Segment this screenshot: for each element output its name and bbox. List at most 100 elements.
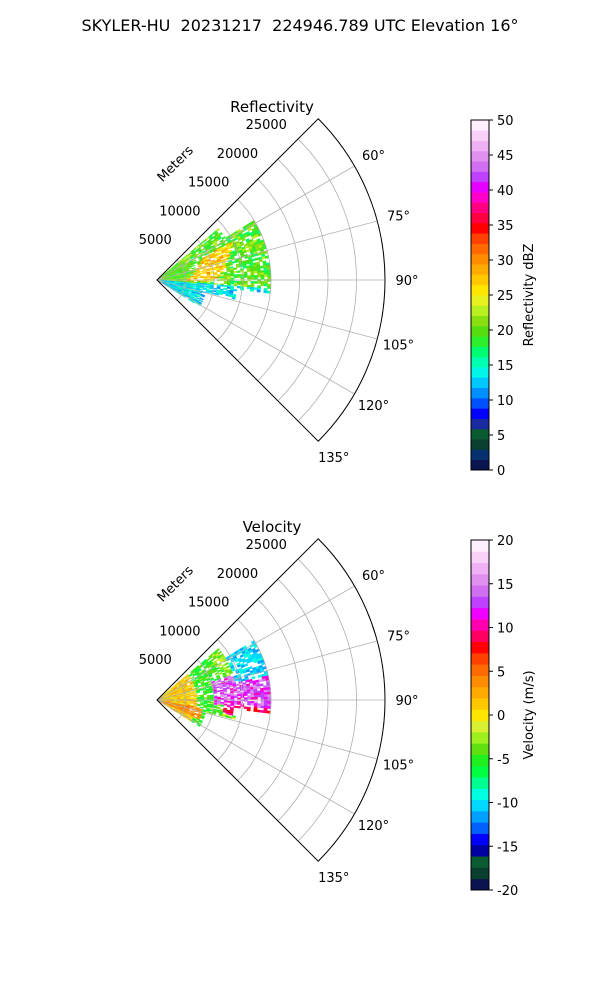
data-cell bbox=[209, 706, 214, 709]
data-cell bbox=[196, 723, 201, 727]
data-cell bbox=[237, 693, 241, 697]
range-tick-label: 15000 bbox=[188, 596, 229, 611]
data-cell bbox=[201, 713, 206, 716]
data-cell bbox=[209, 272, 214, 275]
data-cell bbox=[231, 716, 236, 720]
data-cell bbox=[198, 720, 203, 724]
data-cell bbox=[267, 696, 272, 700]
data-cell bbox=[267, 274, 272, 278]
colorbar-segment bbox=[471, 243, 489, 255]
colorbar-segment bbox=[471, 161, 489, 172]
data-cell bbox=[199, 288, 204, 291]
data-cell bbox=[253, 701, 258, 704]
range-tick-label: 15000 bbox=[188, 176, 229, 191]
data-cell bbox=[223, 284, 228, 288]
data-cell bbox=[193, 692, 197, 695]
data-cell bbox=[218, 231, 224, 236]
data-cell bbox=[199, 272, 204, 275]
colorbar-tick-label: -5 bbox=[497, 753, 510, 768]
data-cell bbox=[250, 277, 255, 280]
data-cell bbox=[258, 678, 263, 683]
data-cell bbox=[206, 286, 211, 289]
azimuth-spoke bbox=[156, 220, 378, 281]
data-cell bbox=[208, 711, 213, 715]
data-cell bbox=[220, 272, 225, 275]
colorbar-segment bbox=[471, 878, 489, 891]
colorbar-segment bbox=[471, 754, 489, 767]
data-cell bbox=[190, 720, 195, 724]
data-cell bbox=[199, 297, 204, 301]
sector-outline bbox=[156, 538, 386, 862]
data-cell bbox=[267, 701, 272, 705]
data-cell bbox=[263, 274, 268, 278]
colorbar-segment bbox=[471, 709, 489, 722]
data-cell bbox=[213, 678, 218, 682]
data-cell bbox=[226, 686, 231, 690]
colorbar-segment bbox=[471, 233, 489, 244]
colorbar-segment bbox=[471, 777, 489, 789]
data-cell bbox=[236, 705, 241, 709]
data-cell bbox=[226, 705, 231, 708]
data-cell bbox=[257, 281, 262, 284]
data-cell bbox=[230, 697, 235, 700]
data-cell bbox=[221, 236, 226, 240]
data-cell bbox=[189, 274, 194, 276]
data-cell bbox=[267, 283, 272, 287]
data-cell bbox=[200, 283, 205, 285]
data-cell bbox=[256, 709, 261, 713]
data-cell bbox=[253, 694, 258, 698]
colorbar-segment bbox=[471, 449, 489, 461]
data-cell bbox=[246, 708, 251, 712]
data-cell bbox=[200, 704, 204, 706]
data-cell bbox=[246, 269, 251, 273]
data-cell bbox=[193, 281, 198, 284]
data-cell bbox=[233, 275, 238, 279]
colorbar-segment bbox=[471, 439, 489, 450]
data-cell bbox=[233, 253, 238, 257]
data-cell bbox=[247, 701, 252, 704]
data-cell bbox=[227, 697, 231, 700]
data-cell bbox=[215, 666, 221, 671]
colorbar-segment bbox=[471, 551, 489, 563]
data-cell bbox=[248, 680, 253, 684]
data-cell bbox=[193, 701, 198, 703]
data-cell bbox=[220, 697, 225, 700]
data-cell bbox=[253, 281, 258, 284]
data-cell bbox=[215, 293, 220, 296]
colorbar-tick-label: -10 bbox=[497, 797, 518, 812]
data-cell bbox=[260, 283, 265, 287]
data-cell bbox=[190, 676, 195, 680]
data-cell bbox=[259, 683, 264, 687]
data-field bbox=[156, 219, 272, 307]
colorbar-segment bbox=[471, 253, 489, 265]
data-cell bbox=[256, 289, 261, 293]
colorbar: 0 5 10 15 20 25 30 35 40 45 50 Reflectivity dBZ bbox=[470, 114, 537, 479]
colorbar-tick-label: 40 bbox=[497, 184, 514, 199]
colorbar-tick-label: 25 bbox=[497, 289, 514, 304]
colorbar-segment bbox=[471, 698, 489, 710]
panel-reflectivity: Reflectivity60°75°90°105°120°135°5000100… bbox=[139, 98, 537, 479]
data-cell bbox=[196, 276, 201, 279]
colorbar-label: Reflectivity dBZ bbox=[522, 244, 537, 347]
data-cell bbox=[197, 295, 202, 299]
colorbar-segment bbox=[471, 641, 489, 654]
colorbar-segment bbox=[471, 274, 489, 286]
data-cell bbox=[191, 710, 196, 713]
colorbar-tick-label: 10 bbox=[497, 622, 514, 637]
colorbar-tick-label: 0 bbox=[497, 464, 505, 479]
data-cell bbox=[233, 695, 238, 699]
data-cell bbox=[253, 696, 258, 700]
data-cell bbox=[247, 695, 252, 698]
colorbar-segment bbox=[471, 336, 489, 347]
colorbar-segment bbox=[471, 222, 489, 234]
data-cell bbox=[214, 680, 219, 684]
colorbar-tick-label: 15 bbox=[497, 359, 514, 374]
data-cell bbox=[246, 691, 251, 694]
data-cell bbox=[233, 702, 238, 705]
data-cell bbox=[217, 276, 221, 279]
colorbar-segment bbox=[471, 202, 489, 214]
colorbar-segment bbox=[471, 192, 489, 203]
data-cell bbox=[256, 686, 261, 690]
data-cell bbox=[264, 281, 268, 285]
data-cell bbox=[203, 283, 208, 286]
